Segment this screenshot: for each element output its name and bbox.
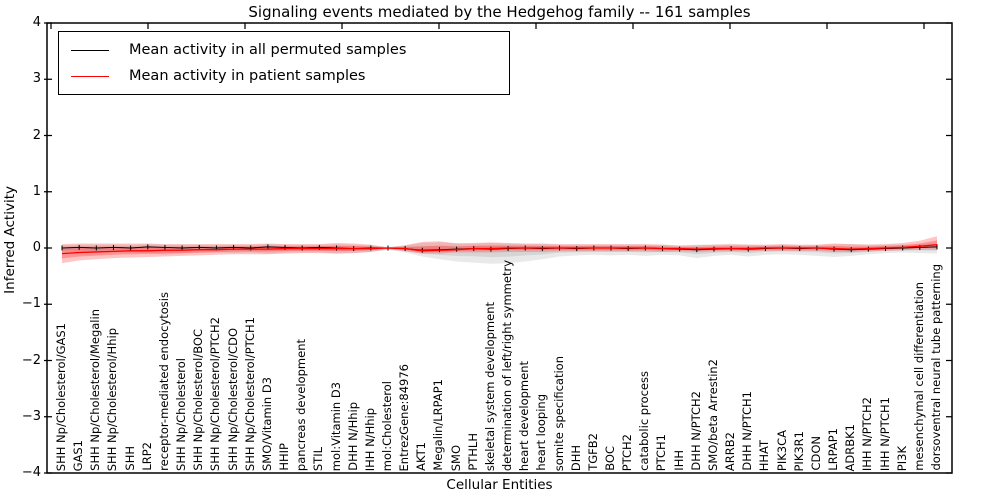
y-tick-label: 3 xyxy=(32,71,41,87)
x-tick-label: PIK3R1 xyxy=(791,430,806,472)
y-tick-label: 4 xyxy=(32,15,41,30)
x-tick-label: DHH N/Hhip xyxy=(345,402,360,471)
y-tick-label: 2 xyxy=(32,127,41,143)
patient-band-outer xyxy=(62,236,937,264)
x-tick-label: PTCH2 xyxy=(620,433,635,471)
legend: Mean activity in all permuted samples Me… xyxy=(58,31,510,95)
x-tick-label: heart looping xyxy=(534,394,549,471)
x-tick-label: TGFB2 xyxy=(585,433,600,471)
x-tick-label: AKT1 xyxy=(414,442,429,471)
x-tick-label: IHH N/Hhip xyxy=(362,407,377,471)
y-tick-label: −2 xyxy=(21,352,41,368)
x-tick-label: SMO/Vitamin D3 xyxy=(259,376,274,471)
x-tick-label: mol:Cholesterol xyxy=(379,380,394,471)
y-axis-label: Inferred Activity xyxy=(2,186,18,294)
x-tick-label: catabolic process xyxy=(637,371,652,471)
x-tick-label: SMO xyxy=(448,444,463,471)
x-tick-label: LRPAP1 xyxy=(826,428,841,471)
x-tick-label: dorsoventral neural tube patterning xyxy=(929,264,943,471)
x-tick-label: EntrezGene:84976 xyxy=(397,363,412,471)
x-tick-label: DHH N/PTCH1 xyxy=(740,391,755,471)
x-tick-label: PTCH1 xyxy=(654,433,669,471)
x-tick-label: HHAT xyxy=(757,439,772,471)
x-tick-label: GAS1 xyxy=(71,439,86,471)
x-tick-label: SHH Np/Cholesterol/GAS1 xyxy=(54,322,68,471)
x-tick-label: SHH Np/Cholesterol/CDO xyxy=(225,328,240,471)
x-tick-label: STIL xyxy=(311,446,326,471)
x-tick-label: skeletal system development xyxy=(482,301,497,471)
y-tick-label: −4 xyxy=(21,465,41,480)
y-tick-label: −3 xyxy=(21,408,41,424)
x-tick-label: SHH Np/Cholesterol/Megalin xyxy=(88,309,103,471)
x-tick-label: HHIP xyxy=(277,443,292,471)
x-tick-label: receptor-mediated endocytosis xyxy=(156,292,171,471)
x-tick-label: DHH xyxy=(568,444,583,471)
x-axis-label: Cellular Entities xyxy=(446,477,553,493)
y-tick-label: −1 xyxy=(21,296,41,312)
x-tick-label: LRP2 xyxy=(139,442,154,471)
y-tick-label: 1 xyxy=(32,183,41,199)
y-tick-label: 0 xyxy=(32,240,41,255)
patient-band-inner xyxy=(62,240,937,259)
x-tick-label: SHH xyxy=(122,446,137,471)
x-tick-label: heart development xyxy=(517,360,532,471)
x-tick-label: DHH N/PTCH2 xyxy=(688,391,703,471)
x-tick-label: determination of left/right symmetry xyxy=(500,259,515,471)
x-tick-label: PIK3CA xyxy=(774,429,789,471)
x-tick-label: CDON xyxy=(808,436,823,471)
x-tick-label: ARRB2 xyxy=(723,431,738,471)
x-tick-label: BOC xyxy=(603,446,618,471)
x-tick-label: IHH xyxy=(671,450,686,471)
legend-label-permuted: Mean activity in all permuted samples xyxy=(129,42,407,58)
x-tick-label: SMO/beta Arrestin2 xyxy=(705,359,720,471)
x-tick-label: IHH N/PTCH2 xyxy=(860,396,875,471)
legend-line-patient-icon xyxy=(71,75,109,77)
chart-title: Signaling events mediated by the Hedgeho… xyxy=(248,3,751,21)
x-tick-label: SHH Np/Cholesterol/PTCH1 xyxy=(242,316,257,471)
x-tick-label: mol:Vitamin D3 xyxy=(328,381,343,471)
legend-line-permuted-icon xyxy=(71,49,109,51)
legend-entry-patient: Mean activity in patient samples xyxy=(59,68,509,84)
x-tick-label: SHH Np/Cholesterol/PTCH2 xyxy=(208,316,223,471)
x-tick-label: PI3K xyxy=(894,445,909,471)
x-tick-label: Megalin/LRPAP1 xyxy=(431,379,446,471)
x-tick-label: somite specification xyxy=(551,355,566,471)
x-tick-label: SHH Np/Cholesterol xyxy=(174,358,189,471)
x-tick-label: ADRBK1 xyxy=(843,423,858,471)
x-tick-label: PTHLH xyxy=(465,433,480,471)
legend-entry-permuted: Mean activity in all permuted samples xyxy=(59,42,509,58)
x-tick-label: mesenchymal cell differentiation xyxy=(911,282,926,471)
x-tick-label: SHH Np/Cholesterol/Hhip xyxy=(105,327,120,471)
x-tick-label: IHH N/PTCH1 xyxy=(877,396,892,471)
x-tick-label: pancreas development xyxy=(294,338,309,471)
legend-label-patient: Mean activity in patient samples xyxy=(129,68,366,84)
patient-mean-line xyxy=(61,243,938,255)
x-tick-label: SHH Np/Cholesterol/BOC xyxy=(191,329,206,471)
